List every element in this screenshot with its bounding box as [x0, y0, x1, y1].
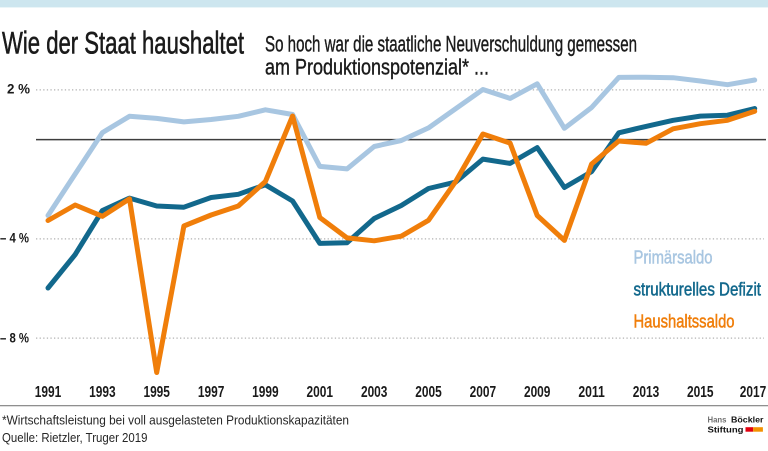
svg-text:Quelle: Rietzler, Truger 2019: Quelle: Rietzler, Truger 2019 [2, 430, 148, 445]
svg-text:Stiftung: Stiftung [708, 425, 744, 435]
svg-text:1995: 1995 [143, 384, 170, 401]
svg-text:2 %: 2 % [7, 82, 30, 97]
svg-text:2007: 2007 [470, 384, 497, 401]
svg-text:2017: 2017 [740, 384, 767, 401]
svg-text:2005: 2005 [415, 384, 442, 401]
svg-text:strukturelles Defizit: strukturelles Defizit [634, 280, 762, 300]
svg-text:1999: 1999 [252, 384, 279, 401]
svg-text:So hoch war die staatliche Neu: So hoch war die staatliche Neuverschuldu… [265, 32, 637, 57]
svg-text:– 8 %: – 8 % [0, 330, 29, 345]
svg-text:– 4 %: – 4 % [0, 231, 29, 246]
svg-text:2009: 2009 [524, 384, 551, 401]
svg-text:Wie der Staat haushaltet: Wie der Staat haushaltet [2, 24, 244, 60]
svg-text:am Produktionspotenzial* ...: am Produktionspotenzial* ... [265, 54, 489, 79]
svg-text:Haushaltssaldo: Haushaltssaldo [634, 312, 735, 332]
svg-text:1993: 1993 [89, 384, 116, 401]
svg-text:2003: 2003 [361, 384, 388, 401]
svg-text:2001: 2001 [307, 384, 334, 401]
svg-text:1997: 1997 [198, 384, 225, 401]
svg-text:2011: 2011 [578, 384, 605, 401]
svg-text:1991: 1991 [35, 384, 62, 401]
svg-text:Primärsaldo: Primärsaldo [634, 248, 713, 268]
svg-text:2015: 2015 [687, 384, 714, 401]
svg-text:*Wirtschaftsleistung bei voll: *Wirtschaftsleistung bei voll ausgelaste… [2, 412, 349, 427]
svg-text:Hans: Hans [708, 414, 727, 424]
svg-text:2013: 2013 [633, 384, 660, 401]
svg-text:Böckler: Böckler [731, 414, 764, 424]
